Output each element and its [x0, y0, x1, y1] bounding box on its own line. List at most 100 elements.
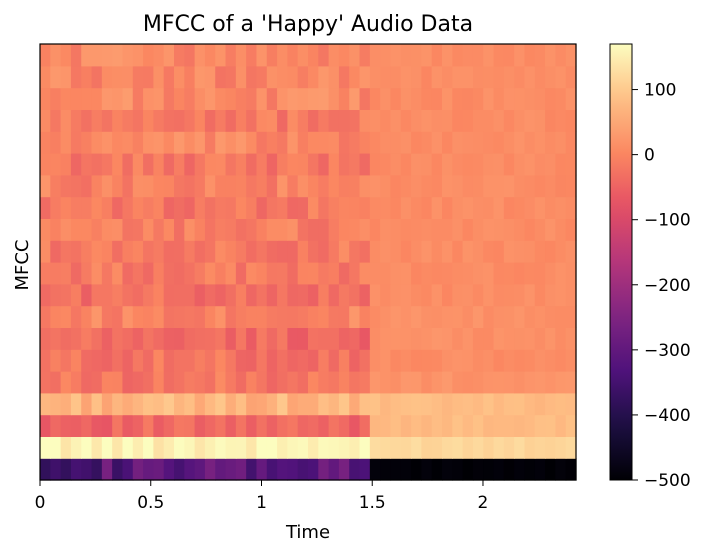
heatmap-cell [163, 262, 175, 285]
heatmap-cell [235, 371, 247, 394]
heatmap-cell [318, 349, 330, 372]
heatmap-cell [524, 436, 536, 459]
heatmap-cell [545, 371, 556, 394]
heatmap-cell [256, 196, 268, 219]
heatmap-cell [101, 65, 113, 89]
heatmap-cell [545, 436, 556, 459]
heatmap-cell [163, 349, 175, 372]
heatmap-cell [514, 327, 526, 350]
heatmap-cell [112, 436, 124, 459]
heatmap-cell [431, 44, 443, 67]
heatmap-cell [277, 371, 288, 394]
heatmap-cell [215, 131, 227, 154]
heatmap-cell [338, 327, 350, 350]
heatmap-cell [452, 109, 464, 132]
heatmap-cell [163, 436, 175, 459]
heatmap-cell [184, 153, 196, 176]
heatmap-cell [287, 371, 299, 394]
heatmap-cell [246, 283, 258, 307]
heatmap-cell [235, 458, 247, 481]
heatmap-cell [266, 240, 278, 263]
heatmap-cell [411, 371, 422, 394]
heatmap-cell [555, 65, 567, 89]
heatmap-cell [215, 218, 227, 241]
heatmap-cell [174, 371, 185, 394]
heatmap-cell [555, 283, 567, 307]
heatmap-cell [112, 305, 124, 328]
heatmap-cell [565, 392, 577, 416]
heatmap-cell [493, 87, 505, 110]
heatmap-cell [287, 262, 299, 285]
heatmap-cell [390, 174, 402, 198]
heatmap-cell [462, 305, 474, 328]
heatmap-cell [545, 262, 556, 285]
heatmap-cell [359, 436, 371, 459]
heatmap-cell [215, 196, 227, 219]
heatmap-cell [297, 414, 309, 437]
heatmap-cell [174, 218, 185, 241]
heatmap-cell [308, 174, 319, 198]
heatmap-cell [204, 44, 216, 67]
heatmap-cell [266, 305, 278, 328]
x-axis-label: Time [285, 522, 330, 543]
heatmap-cell [225, 196, 237, 219]
heatmap-cell [318, 240, 330, 263]
heatmap-cell [70, 349, 82, 372]
heatmap-cell [493, 240, 505, 263]
heatmap-cell [349, 436, 361, 459]
heatmap-cell [50, 218, 62, 241]
chart-title: MFCC of a 'Happy' Audio Data [143, 12, 473, 37]
heatmap-cell [483, 218, 495, 241]
heatmap-cell [349, 109, 361, 132]
heatmap-cell [349, 65, 361, 89]
heatmap-cell [380, 371, 392, 394]
heatmap-cell [472, 153, 484, 176]
heatmap-cell [266, 218, 278, 241]
heatmap-cell [60, 392, 72, 416]
heatmap-cell [122, 349, 134, 372]
heatmap-cell [534, 44, 546, 67]
heatmap-cell [431, 174, 443, 198]
heatmap-cell [514, 196, 526, 219]
heatmap-cell [235, 153, 247, 176]
heatmap-cell [40, 436, 51, 459]
heatmap-cell [411, 65, 422, 89]
heatmap-cell [534, 436, 546, 459]
heatmap-cell [369, 153, 381, 176]
heatmap-cell [163, 87, 175, 110]
heatmap-cell [163, 196, 175, 219]
heatmap-cell [493, 109, 505, 132]
heatmap-cell [153, 349, 165, 372]
heatmap-cell [153, 131, 165, 154]
heatmap-cell [81, 131, 93, 154]
heatmap-cell [421, 458, 433, 481]
heatmap-cell [277, 392, 288, 416]
heatmap-cell [287, 174, 299, 198]
heatmap-cell [143, 131, 154, 154]
heatmap-cell [400, 44, 412, 67]
heatmap-cell [70, 283, 82, 307]
heatmap-cell [60, 44, 72, 67]
heatmap-cell [545, 196, 556, 219]
heatmap-cell [369, 349, 381, 372]
heatmap-cell [266, 44, 278, 67]
heatmap-cell [318, 196, 330, 219]
heatmap-cell [277, 109, 288, 132]
heatmap-cell [235, 87, 247, 110]
heatmap-cell [60, 153, 72, 176]
heatmap-cell [122, 392, 134, 416]
heatmap-cell [143, 44, 154, 67]
heatmap-cell [400, 196, 412, 219]
heatmap-cell [235, 436, 247, 459]
heatmap-cell [143, 87, 154, 110]
heatmap-cell [400, 87, 412, 110]
heatmap-cell [503, 218, 515, 241]
heatmap-cell [235, 65, 247, 89]
heatmap-cell [411, 327, 422, 350]
heatmap-cell [452, 65, 464, 89]
heatmap-cell [472, 327, 484, 350]
heatmap-cell [421, 327, 433, 350]
heatmap-cell [462, 65, 474, 89]
heatmap-cell [421, 218, 433, 241]
heatmap-cell [204, 436, 216, 459]
